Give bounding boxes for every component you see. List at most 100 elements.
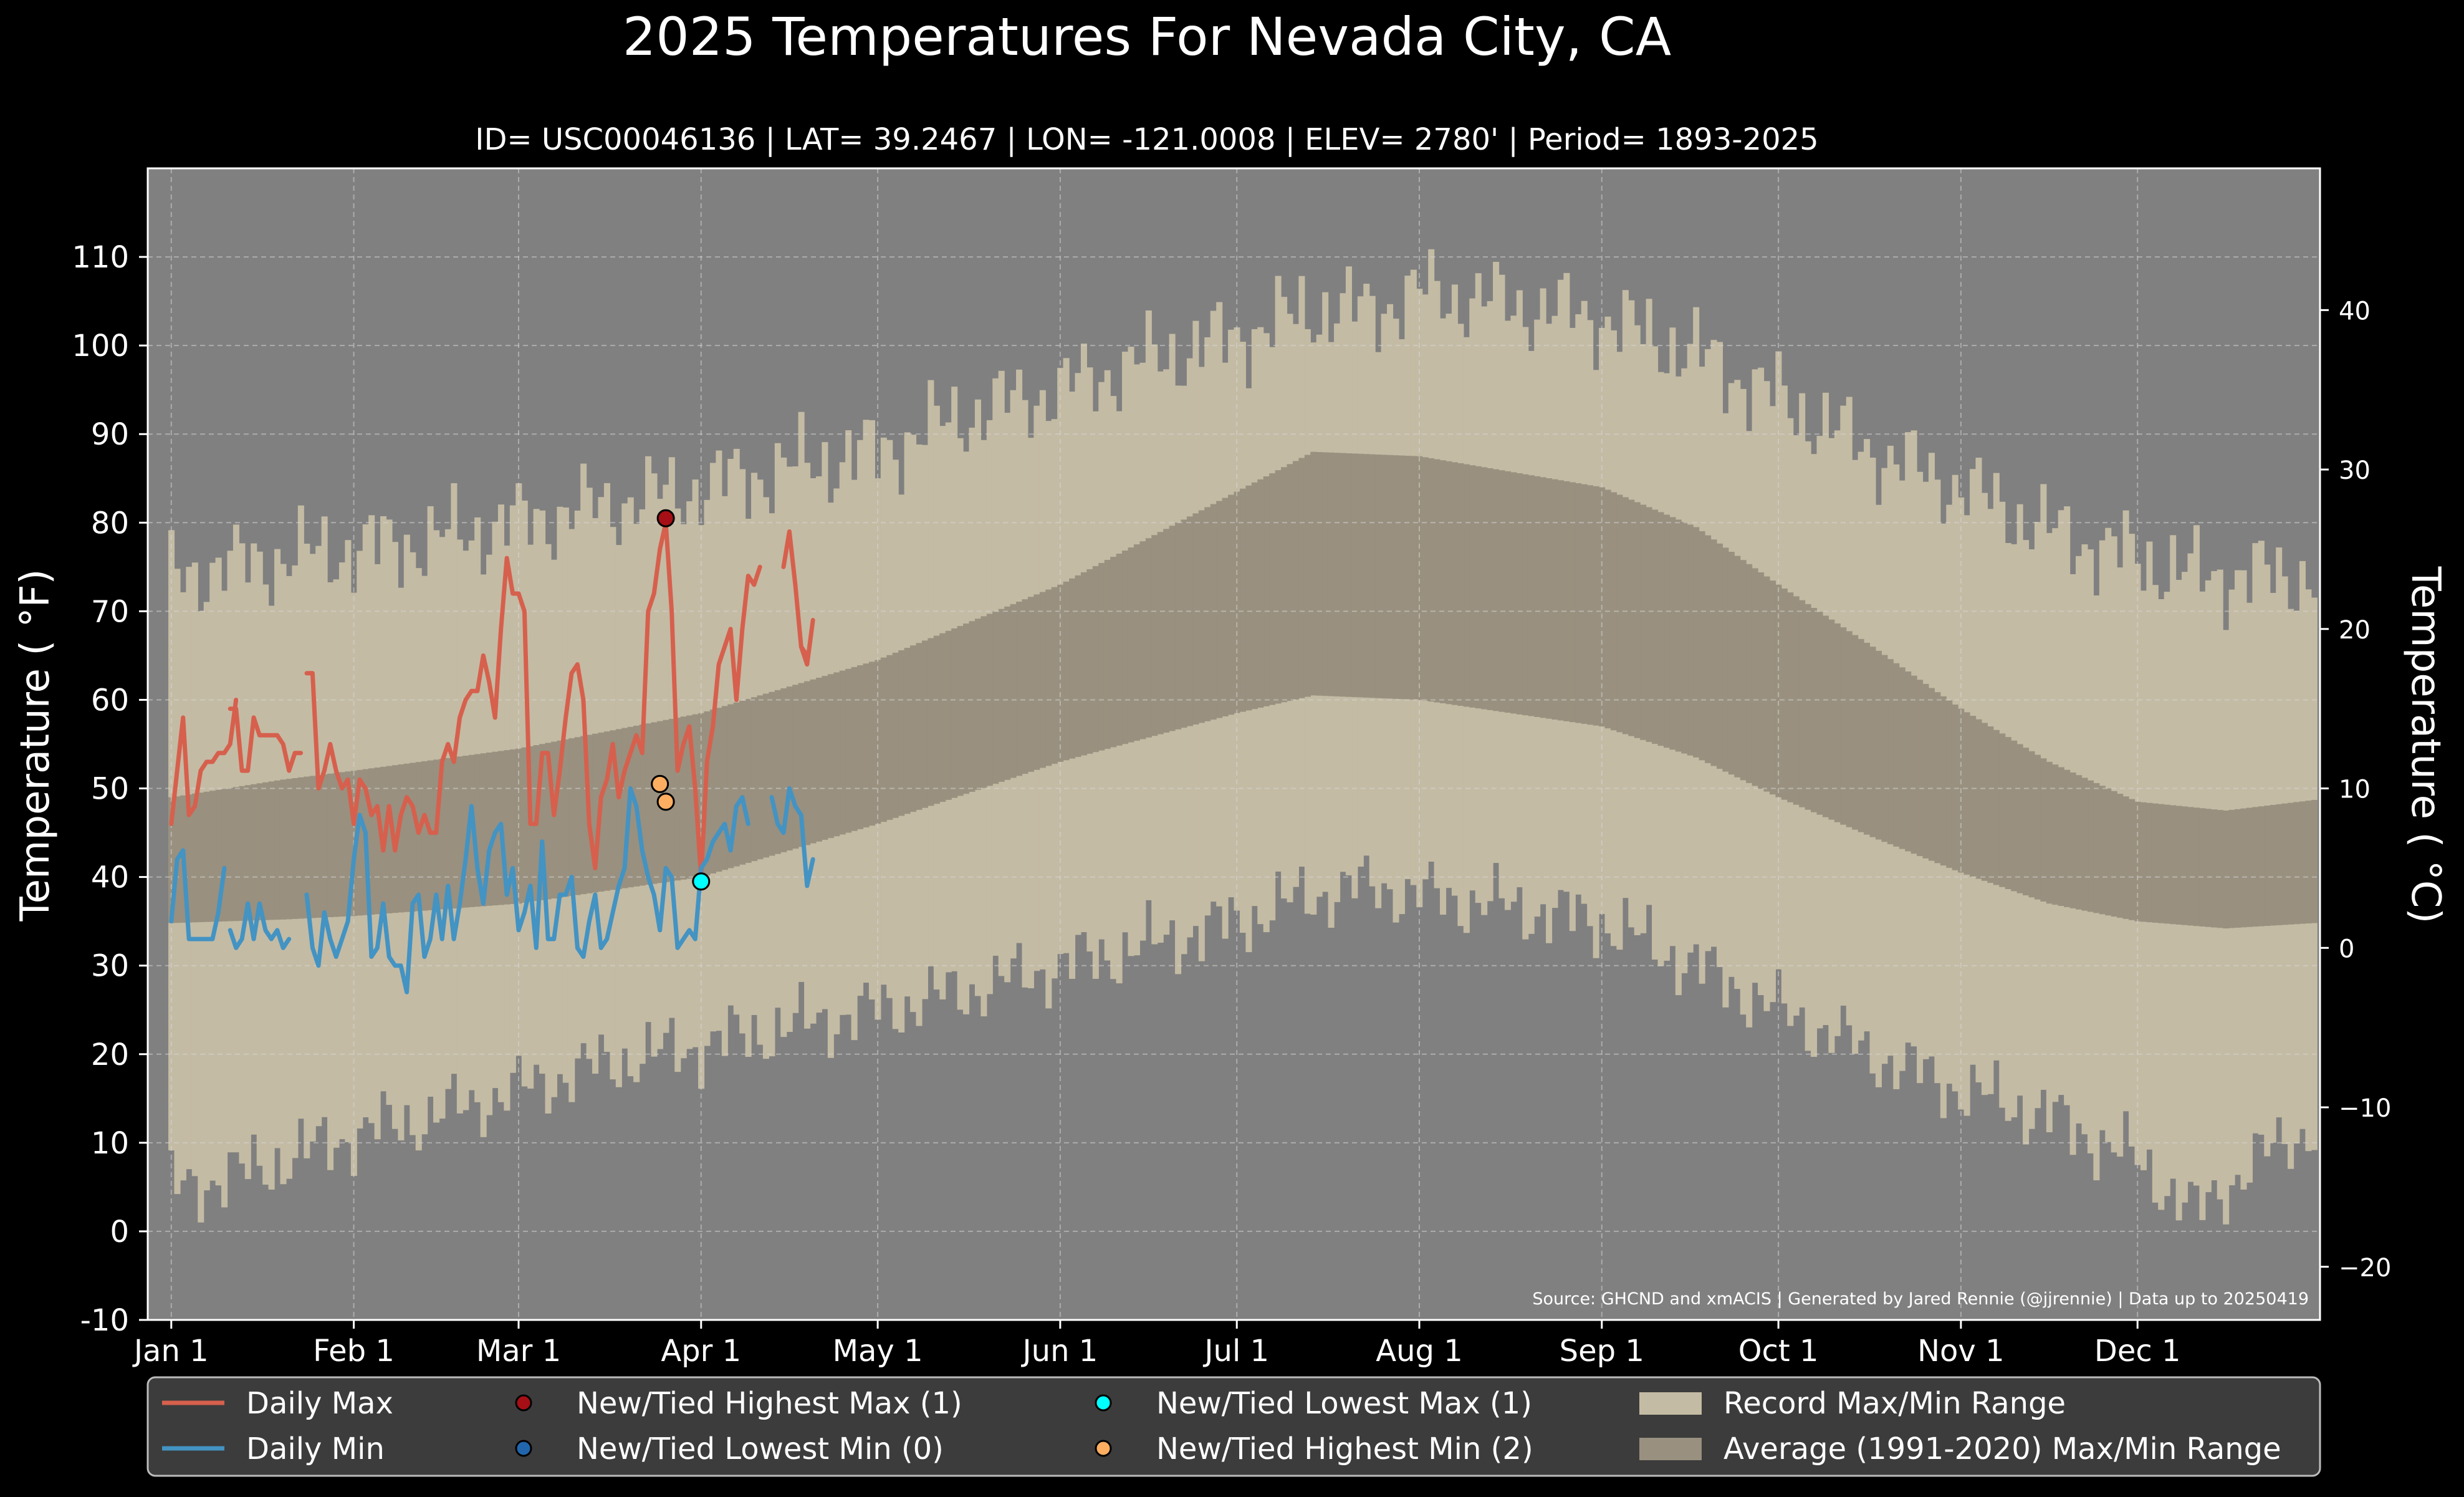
normal-range-bar <box>674 718 681 881</box>
normal-range-bar <box>2081 777 2088 911</box>
y-tick-label-left: 50 <box>91 772 129 807</box>
normal-range-bar <box>1540 477 1546 718</box>
normal-range-bar <box>1128 547 1134 743</box>
normal-range-bar <box>191 793 198 923</box>
legend-label-daily-min: Daily Min <box>246 1432 385 1466</box>
x-axis-months: Jan 1 Feb 1 Mar 1 Apr 1 May 1 Jun 1 Jul 1 Aug 1… <box>132 1320 2181 1369</box>
normal-range-bar <box>1475 466 1482 709</box>
normal-range-bar <box>1805 604 1811 810</box>
normal-range-bar <box>2028 751 2035 898</box>
normal-range-bar <box>321 774 328 918</box>
normal-range-bar <box>2034 754 2041 900</box>
legend-label-new-tied-lowest-max-1: New/Tied Lowest Max (1) <box>1156 1386 1532 1421</box>
normal-range-bar <box>232 787 239 922</box>
normal-range-bar <box>2175 806 2182 925</box>
normal-range-bar <box>951 628 958 798</box>
normal-range-bar <box>1834 623 1841 822</box>
normal-range-bar <box>439 759 446 910</box>
normal-range-bar <box>1504 471 1511 713</box>
normal-range-bar <box>1822 615 1829 817</box>
normal-range-bar <box>292 777 299 919</box>
normal-range-bar <box>1616 494 1623 733</box>
normal-range-bar <box>1310 451 1317 696</box>
normal-range-bar <box>1705 535 1712 763</box>
normal-range-bar <box>910 645 917 812</box>
y-tick-label-left: 70 <box>91 594 129 629</box>
normal-range-bar <box>1004 606 1011 780</box>
normal-range-bar <box>974 619 981 790</box>
normal-range-bar <box>610 730 616 890</box>
normal-range-bar <box>251 784 257 921</box>
normal-range-bar <box>698 713 705 877</box>
normal-range-bar <box>1451 462 1458 705</box>
normal-range-bar <box>1269 473 1276 705</box>
normal-range-bar <box>1775 584 1782 797</box>
normal-range-bar <box>639 724 646 886</box>
normal-range-bar <box>851 667 858 831</box>
normal-range-bar <box>1946 700 1953 868</box>
normal-range-bar <box>2223 811 2230 929</box>
y-tick-label-left: 40 <box>91 860 129 895</box>
normal-range-bar <box>386 766 393 913</box>
normal-range-bar <box>456 756 463 908</box>
normal-range-bar <box>2270 804 2276 926</box>
normal-range-bar <box>1852 635 1859 830</box>
normal-range-bar <box>2076 775 2083 910</box>
normal-range-bar <box>2305 801 2312 924</box>
normal-range-bar <box>1098 562 1105 751</box>
normal-range-bar <box>2182 806 2188 925</box>
normal-range-bar <box>1604 489 1611 729</box>
normal-range-bar <box>921 640 928 808</box>
normal-range-bar <box>1410 456 1417 700</box>
normal-range-bar <box>1287 464 1293 701</box>
series-line-daily-max <box>304 520 762 880</box>
normal-range-bar <box>792 685 799 849</box>
normal-range-bar <box>2246 807 2253 927</box>
y-tick-label-left: 110 <box>72 240 129 275</box>
source-note: Source: GHCND and xmACIS | Generated by … <box>1532 1289 2309 1309</box>
y-tick-label-right: 30 <box>2339 456 2371 485</box>
y-tick-label-right: −20 <box>2339 1254 2391 1283</box>
normal-range-bar <box>1887 659 1894 845</box>
normal-range-bar <box>2264 806 2271 927</box>
normal-range-bar <box>1298 458 1305 698</box>
normal-range-bar <box>592 733 599 893</box>
normal-range-bar <box>1740 560 1747 781</box>
normal-range-bar <box>769 691 775 856</box>
normal-range-bar <box>2211 809 2218 928</box>
normal-range-bar <box>227 787 234 922</box>
normal-range-bar <box>1416 456 1423 700</box>
normal-range-bar <box>1016 602 1023 776</box>
normal-range-bar <box>2170 805 2177 925</box>
normal-range-bar <box>1669 517 1676 750</box>
normal-range-bar <box>1828 619 1835 820</box>
normal-range-bar <box>1086 569 1093 754</box>
normal-range-bar <box>368 768 375 915</box>
normal-range-bar <box>1487 468 1493 710</box>
normal-range-bar <box>892 652 899 818</box>
normal-range-bar <box>2140 802 2147 922</box>
normal-range-bar <box>1375 454 1382 698</box>
normal-range-bar <box>1463 464 1470 707</box>
normal-range-bar <box>780 688 787 852</box>
normal-range-bar <box>916 643 923 810</box>
normal-range-bar <box>745 699 752 863</box>
normal-range-bar <box>1345 453 1352 697</box>
normal-range-bar <box>338 772 345 917</box>
normal-range-bar <box>2158 804 2165 923</box>
normal-range-bar <box>1840 627 1847 825</box>
record-point-new-tied-highest-max <box>656 509 675 527</box>
normal-range-bar <box>1716 543 1723 769</box>
normal-range-bar <box>1634 502 1641 738</box>
normal-range-bar <box>1434 459 1441 703</box>
normal-range-bar <box>2105 788 2112 916</box>
normal-range-bar <box>1899 667 1906 849</box>
normal-range-bar <box>1457 463 1464 706</box>
series-line-daily-min <box>228 901 292 950</box>
series-line-daily-max <box>169 698 239 826</box>
series-line-daily-min <box>169 848 227 941</box>
y-tick-label-left: 60 <box>91 683 129 718</box>
normal-range-bar <box>562 739 569 897</box>
normal-range-bar <box>1522 474 1529 716</box>
normal-range-bar <box>209 791 216 922</box>
